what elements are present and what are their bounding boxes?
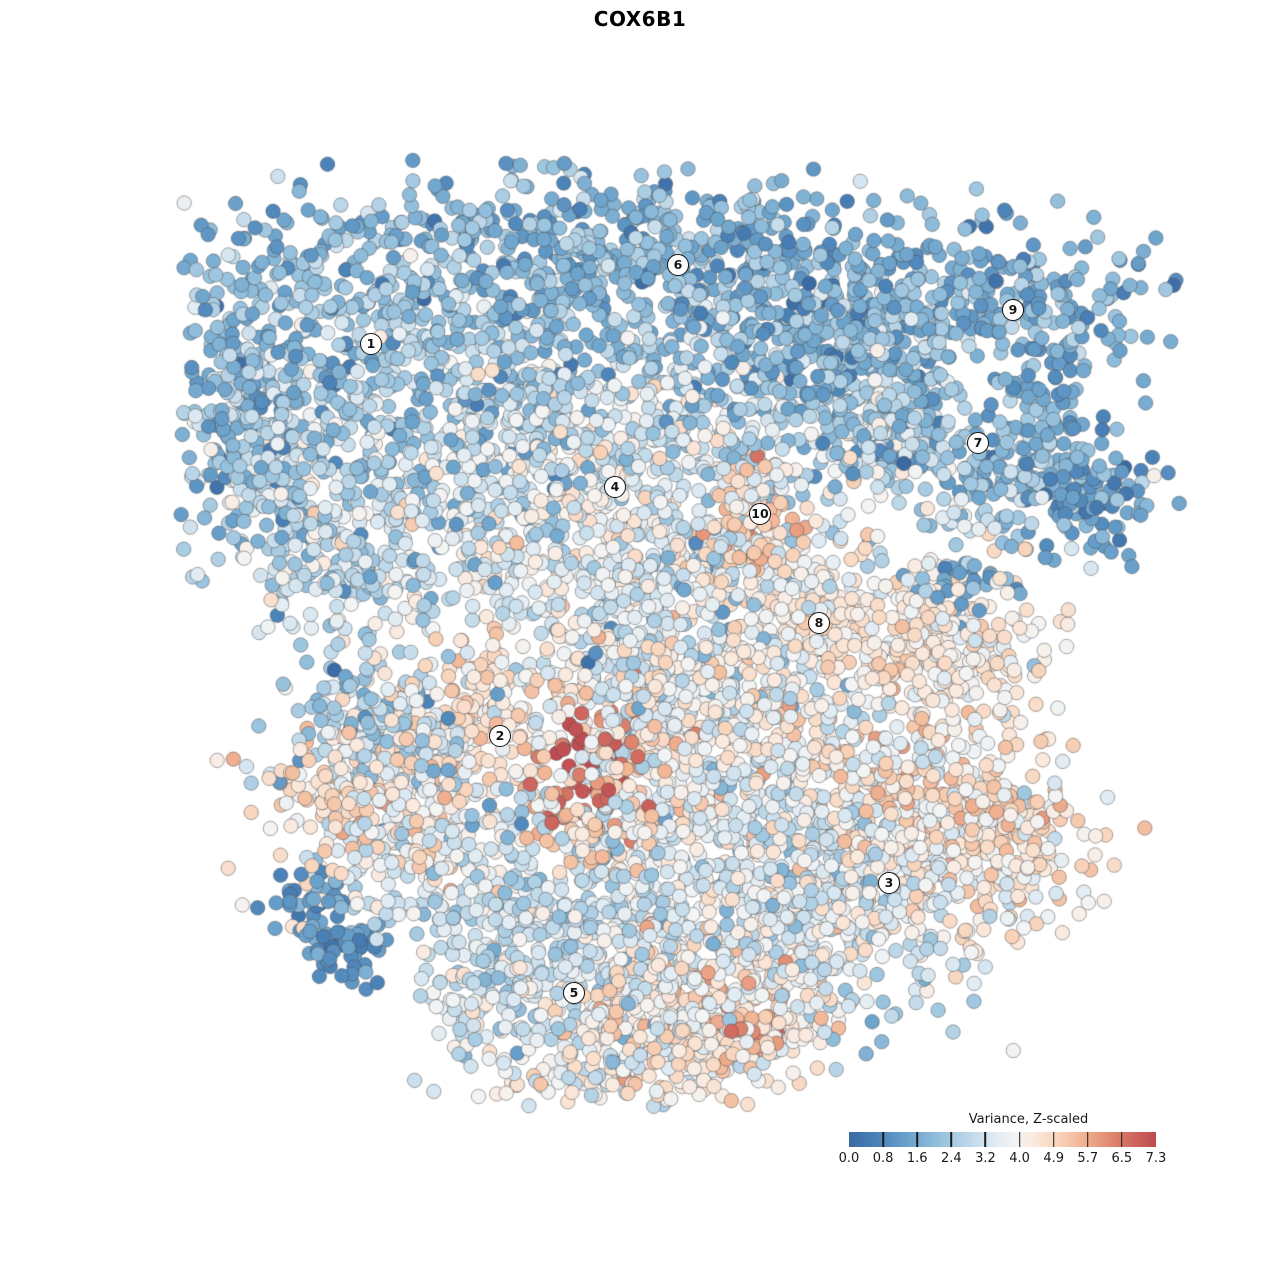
colorbar-tick — [984, 1132, 987, 1147]
colorbar-tick-labels: 0.0 0.8 1.6 2.4 3.2 4.0 4.9 5.7 6.5 7.3 — [839, 1151, 1167, 1167]
colorbar-tick-label: 6.5 — [1111, 1151, 1133, 1166]
colorbar-tick-label: 1.6 — [906, 1151, 928, 1166]
colorbar-tick-label: 2.4 — [940, 1151, 962, 1166]
colorbar-tick-label: 4.9 — [1043, 1151, 1064, 1166]
colorbar-tick-label: 7.3 — [1145, 1151, 1167, 1166]
colorbar-tick-label: 0.0 — [838, 1151, 860, 1166]
colorbar-tick — [950, 1132, 953, 1147]
colorbar-tick — [1121, 1132, 1123, 1147]
colorbar-gradient — [849, 1132, 1156, 1147]
colorbar-legend: Variance, Z-scaled 0.0 0.8 1.6 2.4 3.2 4.0 4.9… — [839, 1110, 1167, 1172]
colorbar-tick-label: 5.7 — [1077, 1151, 1099, 1166]
colorbar-tick — [1018, 1132, 1021, 1147]
colorbar-tick-label: 4.0 — [1009, 1151, 1030, 1166]
colorbar-tick — [1086, 1132, 1089, 1147]
colorbar-tick — [1052, 1132, 1055, 1147]
colorbar-tick — [882, 1132, 884, 1147]
colorbar-tick-label: 3.2 — [975, 1151, 996, 1166]
legend-title: Variance, Z-scaled — [968, 1112, 1089, 1127]
colorbar-tick-label: 0.8 — [872, 1151, 894, 1166]
colorbar-tick — [916, 1132, 919, 1147]
